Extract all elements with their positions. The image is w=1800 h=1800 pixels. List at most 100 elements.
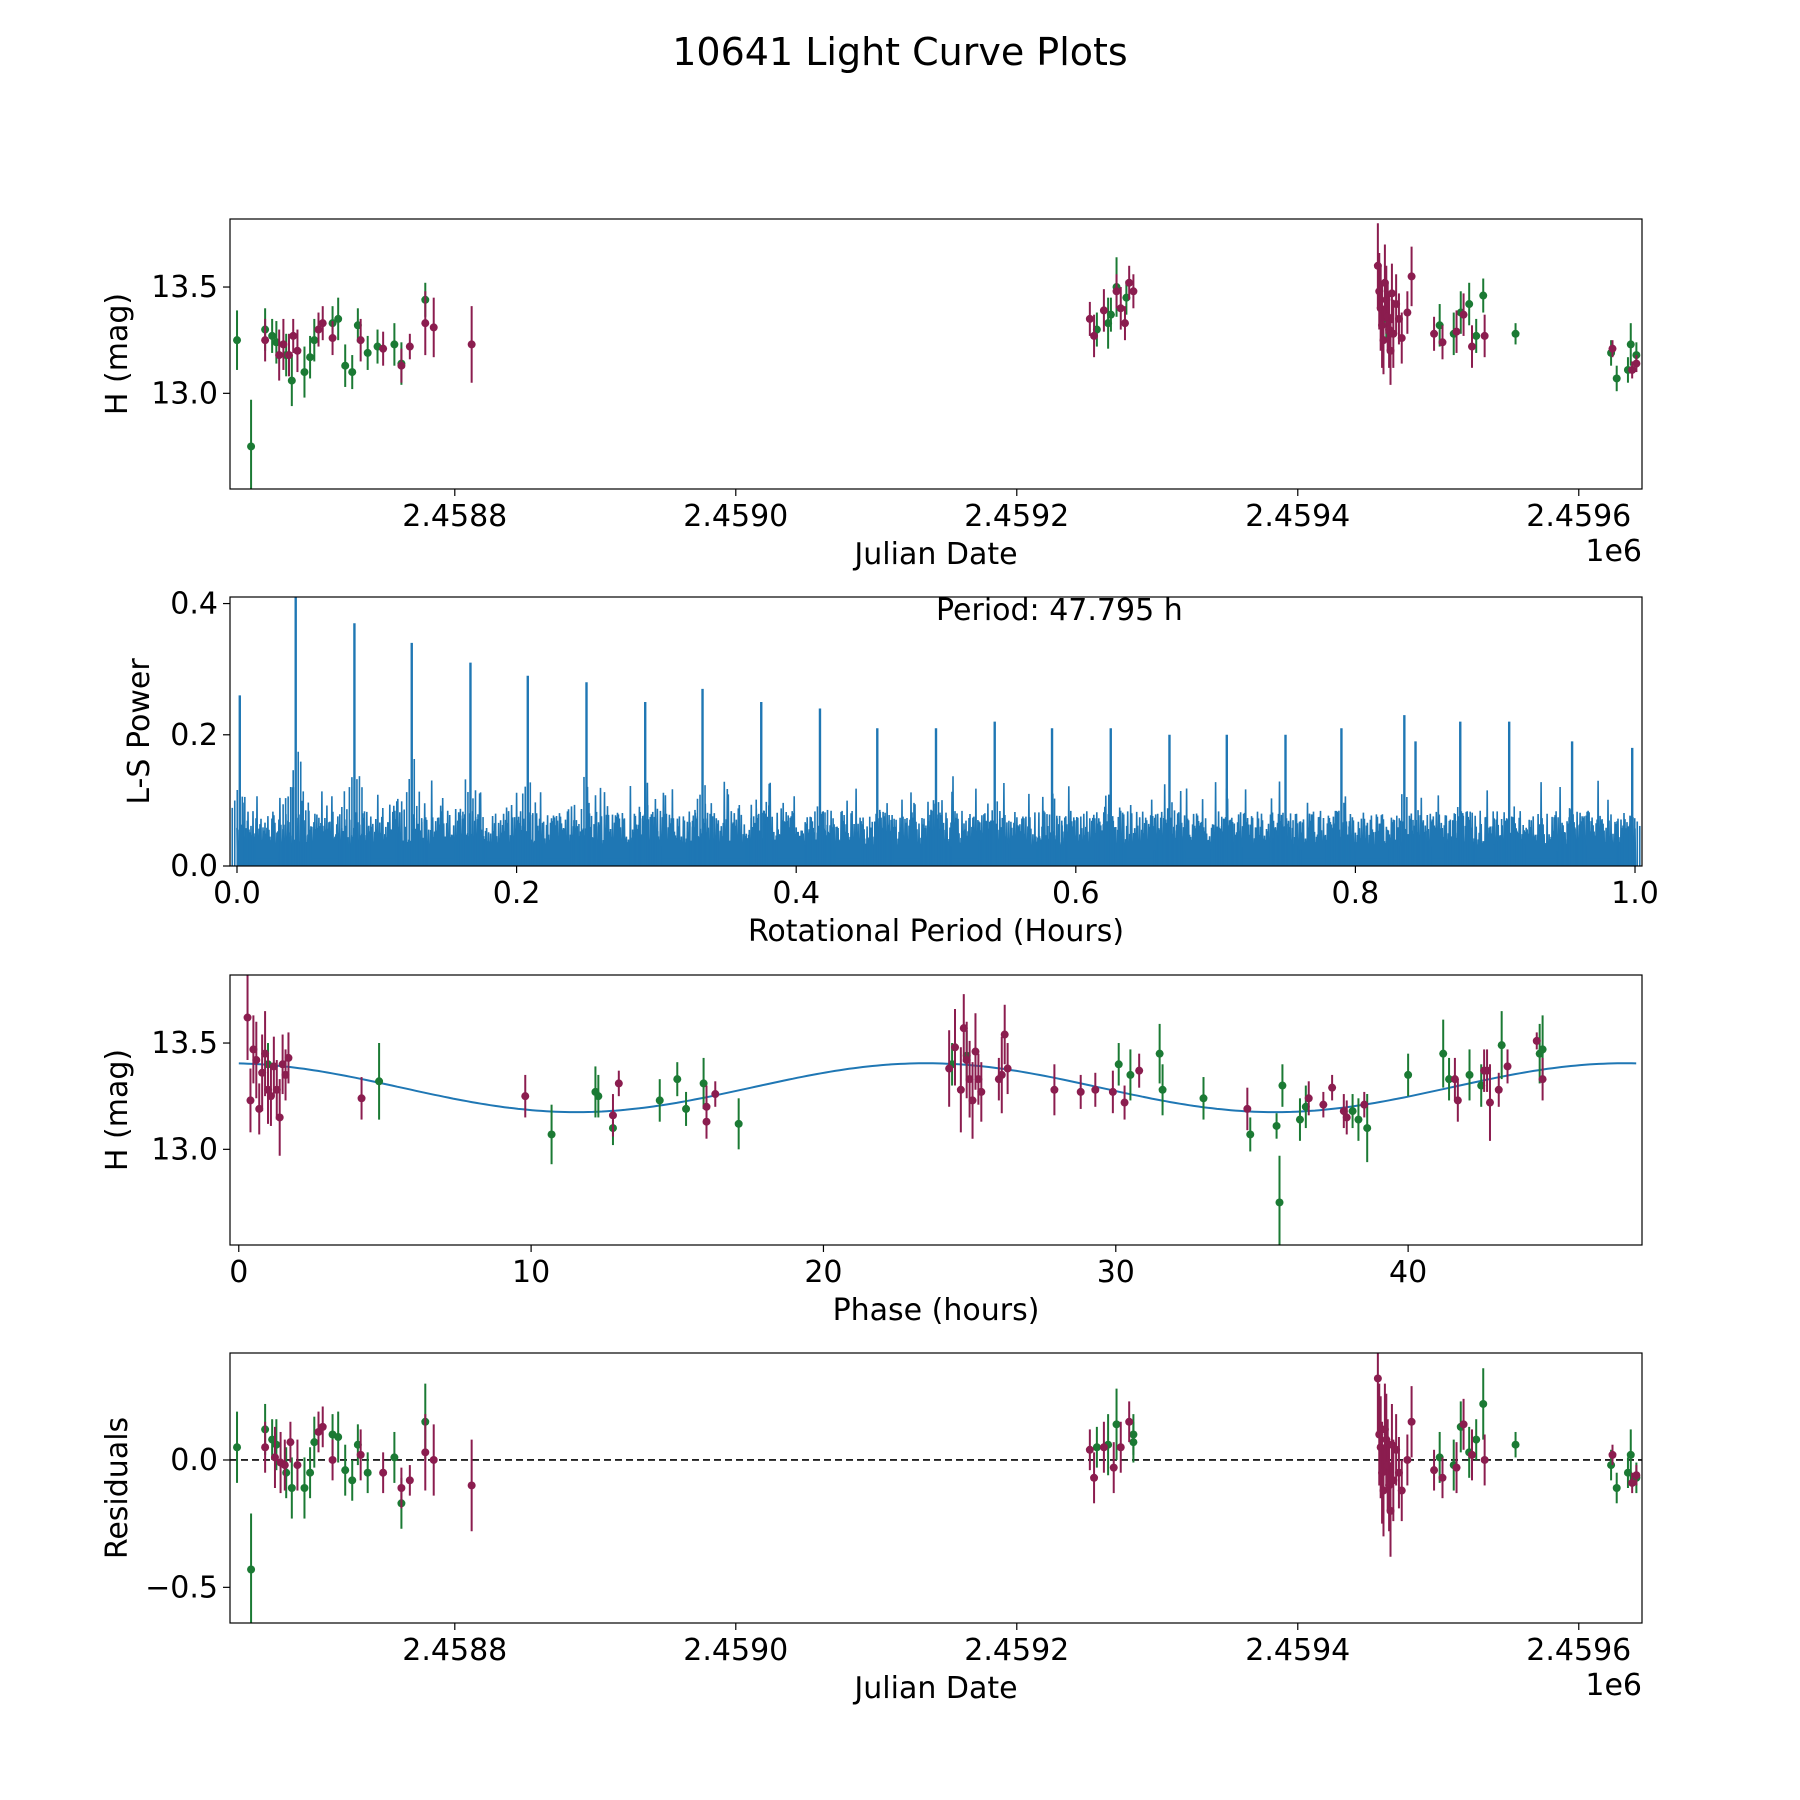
phased-ytick-label: 13.0 [151,1132,218,1167]
magenta-point [280,1461,289,1470]
green-point [1607,1461,1616,1470]
magenta-point [1494,1085,1503,1094]
magenta-point [1000,1030,1009,1039]
phased-ylabel: H (mag) [100,1049,135,1171]
green-point [1348,1107,1357,1116]
magenta-point [1090,1473,1099,1482]
lightcurve-xtick-label: 2.4588 [402,499,507,534]
magenta-point [951,1043,960,1052]
magenta-point [1342,1113,1351,1122]
periodogram-data [230,597,1642,866]
periodogram-xtick-label: 1.0 [1611,876,1659,911]
magenta-point [1109,1463,1118,1472]
lightcurve-xtick-label: 2.4594 [1245,499,1350,534]
magenta-point [405,1476,414,1485]
residuals-ytick-label: −0.5 [145,1570,218,1605]
green-point [734,1119,743,1128]
green-point [287,1484,296,1492]
green-point [1465,300,1474,309]
residuals-ylabel: Residuals [100,1417,135,1559]
magenta-point [328,334,337,343]
magenta-point [1112,287,1121,296]
green-point [1439,1049,1448,1058]
green-point [547,1130,556,1139]
green-point [1272,1121,1281,1130]
magenta-point [1099,1443,1108,1452]
green-point [282,1468,291,1477]
magenta-point [1319,1100,1328,1109]
lightcurve-xlabel: Julian Date [852,537,1017,572]
residuals-ytick-label: 0.0 [170,1443,218,1478]
magenta-point [429,323,438,332]
magenta-point [1108,1087,1117,1096]
phased-ytick-label: 13.5 [151,1026,218,1061]
green-point [1112,1420,1121,1429]
magenta-point [1085,1445,1094,1454]
phased-xtick-label: 30 [1097,1255,1135,1290]
green-point [233,336,242,345]
lightcurve-panel: 2.4588 2.4590 2.4592 2.4594 2.4596 13.0 13.5 Ju… [100,218,1643,572]
magenta-point [270,1453,279,1462]
magenta-point [1503,1062,1512,1071]
green-point [1129,1438,1138,1447]
magenta-point [1091,1085,1100,1094]
green-point [1497,1041,1506,1050]
green-point [363,1468,372,1477]
green-point [1479,291,1488,300]
magenta-point [284,1053,293,1062]
periodogram-ytick-label: 0.2 [170,718,218,753]
green-point [334,314,343,323]
magenta-point [1632,359,1641,368]
magenta-point [1459,1420,1468,1429]
magenta-point [1135,1066,1144,1075]
magenta-point [1452,1463,1461,1472]
green-point [1612,374,1621,383]
residuals-xtick-label: 2.4590 [683,1633,788,1668]
magenta-point [1403,308,1412,317]
magenta-point [945,1064,954,1073]
green-point [247,1565,256,1574]
green-point [1114,1060,1123,1069]
green-point [682,1104,691,1113]
green-point [1199,1094,1208,1103]
periodogram-xtick-label: 0.8 [1332,876,1380,911]
green-point [247,442,256,451]
magenta-point [1438,1473,1447,1482]
magenta-point [1360,1100,1369,1109]
periodogram-xlabel: Rotational Period (Hours) [748,914,1124,949]
green-point [1511,329,1520,338]
phased-frame [229,974,1643,1246]
green-point [1106,310,1115,319]
phased-xtick-label: 40 [1389,1255,1427,1290]
magenta-point [467,340,476,349]
magenta-point [405,342,414,351]
magenta-point [429,1455,438,1464]
magenta-point [977,1087,986,1096]
green-point [363,348,372,357]
green-point [1126,1070,1135,1079]
lightcurve-frame [229,218,1643,490]
magenta-point [289,331,298,340]
phased-xtick-label: 0 [229,1255,248,1290]
phased-data [238,975,1637,1245]
green-point [306,353,315,362]
magenta-point [1430,329,1439,338]
magenta-point [421,319,430,328]
magenta-point [285,351,294,360]
magenta-point [1373,1374,1382,1383]
green-point [390,1453,399,1462]
magenta-point [1387,289,1396,298]
green-point [1092,1443,1101,1452]
residuals-offset-label: 1e6 [1585,1668,1642,1703]
lightcurve-ytick-label: 13.5 [151,270,218,305]
residuals-xtick-label: 2.4588 [402,1633,507,1668]
green-point [1278,1081,1287,1090]
magenta-point [1538,1075,1547,1084]
magenta-point [968,1096,977,1105]
green-point [310,1438,319,1447]
phased-xlabel: Phase (hours) [833,1293,1040,1328]
magenta-point [279,340,288,349]
green-point [300,368,309,377]
